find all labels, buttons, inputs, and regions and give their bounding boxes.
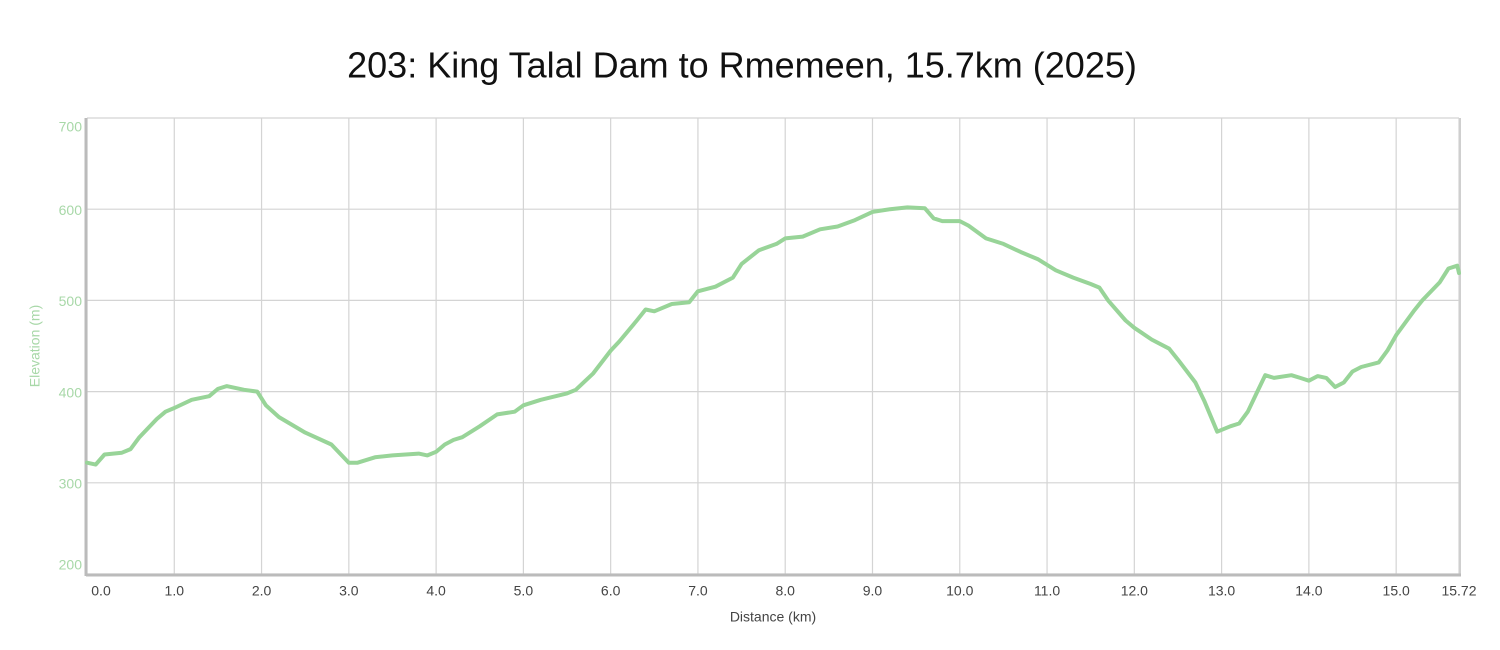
x-tick-label: 6.0 bbox=[601, 583, 621, 599]
elevation-line bbox=[85, 205, 1461, 467]
x-tick-label: 13.0 bbox=[1208, 583, 1235, 599]
y-tick-label: 500 bbox=[59, 293, 83, 309]
chart-title: 203: King Talal Dam to Rmemeen, 15.7km (… bbox=[347, 45, 1137, 86]
x-tick-label: 4.0 bbox=[426, 583, 446, 599]
x-tick-label: 2.0 bbox=[252, 583, 272, 599]
y-tick-label: 300 bbox=[59, 476, 83, 492]
x-tick-label: 8.0 bbox=[775, 583, 795, 599]
x-tick-label: 15.0 bbox=[1383, 583, 1410, 599]
x-tick-label: 3.0 bbox=[339, 583, 359, 599]
y-tick-label: 700 bbox=[59, 119, 83, 135]
x-tick-label: 15.72 bbox=[1441, 583, 1476, 599]
y-tick-label: 200 bbox=[59, 557, 83, 573]
x-tick-label: 14.0 bbox=[1295, 583, 1322, 599]
x-tick-label: 11.0 bbox=[1034, 583, 1060, 599]
x-axis-label: Distance (km) bbox=[730, 609, 816, 625]
x-tick-label: 5.0 bbox=[514, 583, 534, 599]
x-tick-label: 1.0 bbox=[165, 583, 185, 599]
y-tick-label: 400 bbox=[59, 384, 83, 400]
x-tick-label: 12.0 bbox=[1121, 583, 1148, 599]
y-tick-label: 600 bbox=[59, 202, 83, 218]
y-axis-label: Elevation (m) bbox=[27, 305, 43, 387]
x-tick-label: 0.0 bbox=[91, 583, 111, 599]
marks bbox=[85, 205, 1461, 467]
x-tick-label: 9.0 bbox=[863, 583, 883, 599]
grid bbox=[86, 117, 1460, 575]
x-tick-label: 7.0 bbox=[688, 583, 708, 599]
x-tick-label: 10.0 bbox=[946, 583, 973, 599]
